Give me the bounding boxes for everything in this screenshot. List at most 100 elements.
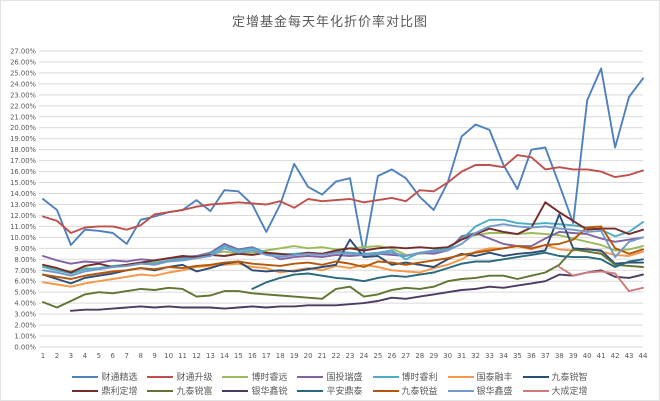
- legend-line-marker: [147, 389, 174, 392]
- y-axis-tick-label: 12.00%: [10, 212, 36, 220]
- x-axis-tick-label: 14: [220, 352, 229, 360]
- x-axis-tick-label: 29: [429, 352, 438, 360]
- legend-item: 九泰锐富: [147, 384, 212, 397]
- legend-line-marker: [147, 375, 174, 378]
- y-axis-tick-label: 26.00%: [10, 58, 36, 66]
- x-axis-tick-label: 35: [513, 352, 522, 360]
- legend-item: 银华鑫盛: [447, 384, 513, 397]
- x-axis-tick-label: 11: [178, 352, 187, 360]
- y-axis-tick-label: 7.00%: [14, 267, 36, 275]
- legend-line-marker: [72, 375, 99, 378]
- legend-item-label: 博时睿利: [401, 373, 438, 383]
- x-axis-tick-label: 22: [332, 352, 341, 360]
- legend-item: 大成定增: [522, 384, 588, 397]
- x-axis-tick-label: 40: [583, 352, 592, 360]
- y-axis-tick-label: 24.00%: [10, 80, 36, 88]
- x-axis-tick-label: 17: [262, 352, 271, 360]
- x-axis-tick-label: 26: [387, 352, 396, 360]
- y-axis-tick-label: 22.00%: [10, 102, 36, 110]
- series-line-鼎利定增: [42, 201, 644, 274]
- x-axis-tick-label: 6: [111, 352, 116, 360]
- series-line-平安鼎泰: [251, 251, 644, 290]
- x-axis-tick-label: 18: [276, 352, 285, 360]
- y-axis-tick-label: 9.00%: [14, 245, 36, 253]
- y-axis-tick-label: 13.00%: [10, 201, 36, 209]
- x-axis-tick-label: 16: [248, 352, 257, 360]
- x-axis-tick-label: 2: [55, 352, 59, 360]
- legend-line-marker: [297, 375, 324, 378]
- x-axis-tick-label: 31: [457, 352, 466, 360]
- legend-item-label: 国泰融丰: [476, 373, 513, 383]
- x-axis-tick-label: 32: [471, 352, 480, 360]
- legend-item-label: 银华鑫盛: [476, 387, 513, 397]
- legend-item: 国投瑞盛: [297, 370, 363, 383]
- legend-item-label: 九泰锐益: [401, 387, 438, 397]
- legend-row: 财通精选 财通升级 博时睿远 国投瑞盛 博时睿利 国泰融丰 九泰锐智: [1, 370, 659, 383]
- x-axis-tick-label: 41: [597, 352, 606, 360]
- legend-item: 财通精选: [72, 370, 137, 383]
- plot-area: 0.00% 1.00% 2.00% 3.00% 4.00% 5.00% 6.00% 7.00%…: [10, 48, 648, 361]
- y-axis-tick-label: 6.00%: [14, 278, 36, 286]
- x-axis-tick-label: 39: [569, 352, 578, 360]
- x-axis-tick-label: 3: [69, 352, 73, 360]
- x-axis-tick-label: 42: [611, 352, 620, 360]
- y-axis-tick-label: 25.00%: [10, 69, 36, 77]
- legend-item-label: 财通精选: [101, 373, 138, 383]
- y-axis-tick-label: 18.00%: [10, 146, 36, 154]
- y-axis-tick-label: 27.00%: [10, 48, 36, 56]
- legend-line-marker: [72, 389, 99, 392]
- y-axis-tick-label: 16.00%: [10, 168, 36, 176]
- y-axis-tick-label: 3.00%: [14, 311, 36, 319]
- y-axis-tick-label: 1.00%: [14, 333, 36, 341]
- x-axis-tick-label: 24: [359, 352, 368, 360]
- legend-item: 博时睿远: [222, 370, 287, 383]
- y-axis-tick-label: 23.00%: [10, 91, 36, 99]
- legend: 财通精选 财通升级 博时睿远 国投瑞盛 博时睿利 国泰融丰 九泰锐智鼎利定增 九泰锐富 银华鑫锐…: [1, 370, 659, 397]
- y-axis-tick-label: 17.00%: [10, 157, 36, 165]
- x-axis-tick-label: 25: [373, 352, 382, 360]
- x-axis-tick-label: 30: [443, 352, 452, 360]
- legend-item-label: 国投瑞盛: [326, 373, 363, 383]
- x-axis-tick-label: 9: [152, 352, 156, 360]
- legend-item: 九泰锐智: [522, 370, 588, 383]
- legend-line-marker: [372, 375, 399, 378]
- x-axis-tick-label: 5: [97, 352, 101, 360]
- series-line-银华鑫锐: [69, 269, 644, 312]
- legend-item-label: 九泰锐富: [176, 387, 213, 397]
- x-axis-tick-label: 15: [234, 352, 243, 360]
- x-axis-tick-label: 44: [639, 352, 648, 360]
- legend-line-marker: [222, 389, 249, 392]
- legend-item: 平安鼎泰: [297, 384, 363, 397]
- legend-item: 银华鑫锐: [222, 384, 287, 397]
- series-line-财通升级: [42, 154, 644, 234]
- series-line-大成定增: [558, 266, 644, 293]
- x-axis-tick-label: 1: [41, 352, 45, 360]
- chart-title: 定增基金每天年化折价率对比图: [231, 15, 428, 30]
- x-axis-tick-label: 28: [415, 352, 424, 360]
- series-line-银华鑫盛: [42, 223, 644, 277]
- x-axis-tick-label: 37: [541, 352, 550, 360]
- legend-line-marker: [297, 389, 324, 392]
- legend-item-label: 银华鑫锐: [251, 387, 288, 397]
- series-line-国投瑞盛: [42, 230, 644, 265]
- y-axis-tick-label: 0.00%: [14, 344, 36, 352]
- legend-item: 财通升级: [147, 370, 212, 383]
- y-axis-tick-label: 2.00%: [14, 322, 36, 330]
- y-axis-tick-label: 20.00%: [10, 124, 36, 132]
- legend-item: 国泰融丰: [447, 370, 513, 383]
- y-axis-tick-label: 8.00%: [14, 256, 36, 264]
- x-axis-tick-label: 43: [625, 352, 634, 360]
- legend-item-label: 平安鼎泰: [326, 387, 363, 397]
- x-axis-tick-label: 34: [499, 352, 508, 360]
- x-axis-tick-label: 13: [206, 352, 215, 360]
- legend-line-marker: [222, 375, 249, 378]
- legend-item: 博时睿利: [372, 370, 438, 383]
- x-axis-tick-label: 10: [164, 352, 173, 360]
- y-axis-tick-label: 11.00%: [10, 223, 36, 231]
- x-axis-tick-label: 21: [318, 352, 327, 360]
- y-axis-tick-label: 4.00%: [14, 300, 36, 308]
- legend-item-label: 鼎利定增: [101, 387, 138, 397]
- series-line-九泰锐益: [42, 225, 644, 280]
- x-axis-tick-label: 20: [304, 352, 313, 360]
